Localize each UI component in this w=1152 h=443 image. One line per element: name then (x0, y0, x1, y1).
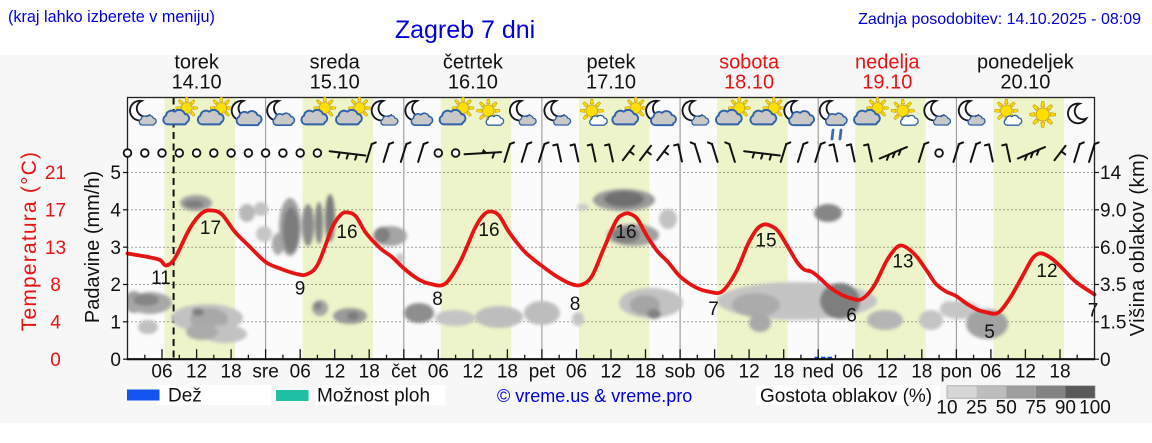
svg-text:Možnost ploh: Možnost ploh (317, 386, 430, 407)
svg-text:25: 25 (966, 398, 987, 419)
svg-text:10: 10 (936, 398, 957, 419)
svg-text:06: 06 (428, 362, 449, 383)
svg-text:7: 7 (708, 299, 719, 320)
svg-text:18: 18 (359, 362, 380, 383)
svg-text:16.10: 16.10 (448, 72, 498, 94)
svg-text:Padavine (mm/h): Padavine (mm/h) (82, 171, 104, 323)
svg-text:18.10: 18.10 (724, 72, 774, 94)
svg-text:12: 12 (1015, 362, 1036, 383)
svg-text:12: 12 (324, 362, 345, 383)
svg-text:Dež: Dež (168, 386, 202, 407)
svg-text:6: 6 (846, 306, 857, 327)
svg-text:16: 16 (478, 220, 499, 241)
svg-text:14: 14 (1100, 163, 1122, 184)
svg-text:06: 06 (151, 362, 172, 383)
svg-text:čet: čet (391, 362, 417, 383)
svg-text:petek: petek (587, 52, 637, 74)
svg-text:14.10: 14.10 (172, 72, 222, 94)
svg-text:12: 12 (600, 362, 621, 383)
svg-text:06: 06 (290, 362, 311, 383)
svg-text:7: 7 (1088, 301, 1099, 322)
svg-text:8: 8 (432, 289, 443, 310)
svg-text:Temperatura (°C): Temperatura (°C) (18, 151, 41, 331)
svg-text:ponedeljek: ponedeljek (977, 52, 1075, 74)
svg-text:17.10: 17.10 (586, 72, 636, 94)
svg-text:50: 50 (996, 398, 1017, 419)
svg-text:Zadnja posodobitev: 14.10.2025: Zadnja posodobitev: 14.10.2025 - 08:09 (858, 11, 1141, 28)
svg-text:0: 0 (50, 350, 61, 371)
svg-text:18: 18 (1049, 362, 1070, 383)
svg-text:2: 2 (110, 275, 121, 296)
svg-text:12: 12 (186, 362, 207, 383)
svg-text:12: 12 (739, 362, 760, 383)
svg-text:sreda: sreda (310, 52, 361, 74)
svg-text:11: 11 (151, 268, 171, 289)
svg-text:sre: sre (252, 362, 278, 383)
svg-text:© vreme.us & vreme.pro: © vreme.us & vreme.pro (497, 386, 692, 406)
svg-text:4: 4 (110, 201, 121, 222)
svg-text:0: 0 (110, 350, 121, 371)
svg-text:ned: ned (802, 362, 834, 383)
svg-text:0: 0 (1100, 350, 1111, 371)
svg-text:15: 15 (755, 231, 776, 252)
svg-text:četrtek: četrtek (443, 52, 504, 74)
svg-text:16: 16 (336, 222, 357, 243)
svg-text:Višina oblakov (km): Višina oblakov (km) (1127, 153, 1149, 337)
svg-text:Gostota oblakov (%): Gostota oblakov (%) (760, 386, 932, 407)
svg-text:13: 13 (45, 238, 66, 259)
svg-text:13: 13 (892, 252, 913, 273)
svg-text:sobota: sobota (719, 52, 780, 74)
svg-text:18: 18 (497, 362, 518, 383)
svg-text:16: 16 (615, 222, 636, 243)
svg-text:torek: torek (174, 52, 219, 74)
svg-text:5: 5 (984, 322, 995, 343)
svg-text:pon: pon (941, 362, 973, 383)
svg-text:06: 06 (566, 362, 587, 383)
svg-text:06: 06 (842, 362, 863, 383)
svg-text:12: 12 (462, 362, 483, 383)
svg-text:15.10: 15.10 (310, 72, 360, 94)
svg-text:12: 12 (1036, 261, 1057, 282)
svg-text:75: 75 (1025, 398, 1046, 419)
svg-text:pet: pet (529, 362, 556, 383)
svg-text:9: 9 (295, 279, 306, 300)
svg-text:1.5: 1.5 (1100, 313, 1126, 334)
svg-text:12: 12 (877, 362, 898, 383)
svg-text:19.10: 19.10 (862, 72, 912, 94)
svg-text:3.5: 3.5 (1100, 275, 1126, 296)
svg-text:nedelja: nedelja (855, 52, 920, 74)
svg-text:100: 100 (1079, 398, 1111, 419)
svg-text:5: 5 (110, 163, 121, 184)
svg-text:8: 8 (50, 275, 61, 296)
svg-text:90: 90 (1055, 398, 1076, 419)
svg-text:18: 18 (773, 362, 794, 383)
svg-text:6.0: 6.0 (1100, 238, 1126, 259)
svg-text:1: 1 (110, 313, 121, 334)
svg-text:17: 17 (45, 201, 66, 222)
svg-text:21: 21 (45, 163, 66, 184)
svg-text:(kraj lahko izberete v meniju): (kraj lahko izberete v meniju) (8, 8, 215, 26)
svg-text:sob: sob (665, 362, 696, 383)
svg-text:18: 18 (635, 362, 656, 383)
svg-text:3: 3 (110, 238, 121, 259)
svg-text:9.0: 9.0 (1100, 201, 1126, 222)
svg-text:18: 18 (221, 362, 242, 383)
svg-text:4: 4 (50, 313, 61, 334)
svg-text:17: 17 (200, 218, 221, 239)
svg-text:8: 8 (570, 294, 581, 315)
svg-text:06: 06 (704, 362, 725, 383)
svg-text:Zagreb 7 dni: Zagreb 7 dni (395, 16, 535, 44)
svg-text:20.10: 20.10 (1000, 72, 1050, 94)
svg-text:18: 18 (911, 362, 932, 383)
svg-text:06: 06 (980, 362, 1001, 383)
